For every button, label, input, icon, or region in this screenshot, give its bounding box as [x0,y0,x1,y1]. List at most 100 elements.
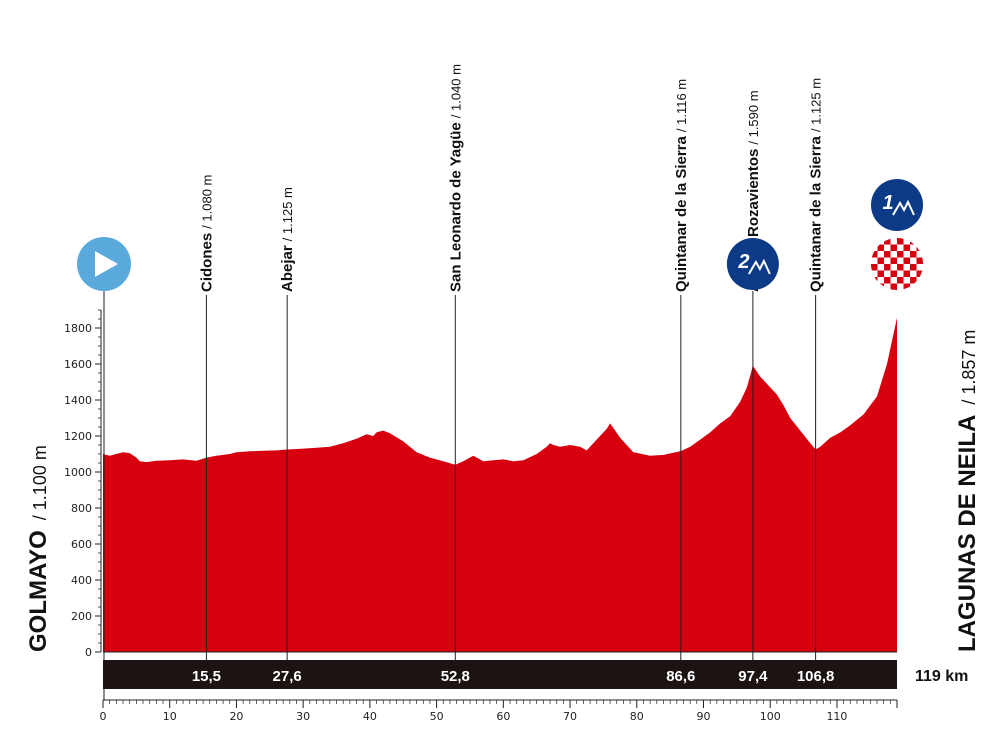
waypoint-label: Quintanar de la Sierra / 1.125 m [808,78,825,292]
flag-cell [903,270,910,277]
waypoint-km-label: 27,6 [273,668,302,685]
y-tick-label: 800 [71,502,92,515]
flag-cell [916,270,923,277]
y-tick-label: 1000 [64,466,92,479]
flag-cell [916,244,923,251]
waypoint-altitude: / 1.590 m [746,90,761,144]
flag-cell [871,251,878,258]
flag-cell [884,251,891,258]
total-distance: 119 km [915,668,968,685]
y-tick-label: 600 [71,538,92,551]
flag-cell [903,283,910,290]
flag-cell [910,264,917,271]
distance-bar-layer: 15,5 27,6 52,8 86,6 97,4 106,8 [103,660,897,689]
finish-town-name: LAGUNAS DE NEILA [954,415,981,652]
climb-category-2-icon: 2 [726,238,779,290]
climb-category-label: 2 [737,251,749,273]
waypoint-name: Abejar [279,245,296,292]
flag-cell [897,251,904,258]
y-tick-label: 200 [71,610,92,623]
flag-cell [877,257,884,264]
x-tick-label: 80 [630,710,644,723]
profile-area-layer [103,317,897,653]
y-tick-label: 1800 [64,322,92,335]
flag-cell [890,257,897,264]
start-town-name: GOLMAYO [25,530,52,652]
waypoint-label: Cidones / 1.080 m [198,175,215,292]
flag-cell [871,238,878,245]
climb-category-1-icon: 1 [871,179,923,231]
y-tick-label: 1600 [64,358,92,371]
waypoint-km-label: 86,6 [666,668,695,685]
flag-cell [903,257,910,264]
waypoint-km-label: 106,8 [797,668,835,685]
x-tick-label: 100 [760,710,781,723]
waypoint-layer: Cidones / 1.080 m Abejar / 1.125 m San Leona… [103,64,923,700]
flag-cell [903,244,910,251]
waypoint-km-label: 52,8 [441,668,470,685]
x-tick-label: 10 [163,710,177,723]
flag-cell [871,277,878,284]
waypoint-altitude: / 1.125 m [809,78,824,132]
waypoint-name: Quintanar de la Sierra [673,135,690,292]
waypoint-km-label: 15,5 [192,668,221,685]
flag-cell [884,277,891,284]
flag-cell [877,270,884,277]
x-tick-label: 20 [229,710,243,723]
flag-cell [897,277,904,284]
y-tick-label: 0 [85,646,92,659]
svg-text:LAGUNAS DE NEILA / 1.857 m: LAGUNAS DE NEILA / 1.857 m [954,330,981,652]
mountain-icon [748,258,771,275]
waypoint-name: Quintanar de la Sierra [808,135,825,292]
x-tick-label: 110 [826,710,847,723]
flag-cell [877,283,884,290]
flag-cell [916,257,923,264]
start-town-altitude: / 1.100 m [30,445,50,520]
climb-badge-circle [726,238,779,290]
waypoint-altitude: / 1.116 m [674,79,689,132]
mountain-icon [892,199,915,216]
flag-cell [890,244,897,251]
x-tick-label: 40 [363,710,377,723]
start-icon [77,237,131,291]
distance-bar [103,660,897,689]
waypoint-label: Quintanar de la Sierra / 1.116 m [673,79,690,292]
x-tick-label: 0 [100,710,107,723]
x-axis: 0 10 20 30 40 50 60 70 80 90 100 110 [100,699,898,723]
flag-cell [871,264,878,271]
waypoint-altitude: / 1.125 m [280,187,295,241]
y-axis: 0 200 400 600 800 1000 1200 1400 1600 1800 [64,309,102,659]
flag-cell [910,277,917,284]
flag-checks [871,238,923,290]
svg-text:GOLMAYO / 1.100 m: GOLMAYO / 1.100 m [25,445,52,652]
x-tick-label: 30 [296,710,310,723]
climb-badge-circle [871,179,923,231]
climb-category-label: 1 [882,192,893,214]
flag-cell [897,238,904,245]
flag-cell [884,238,891,245]
x-tick-label: 90 [697,710,711,723]
flag-cell [916,283,923,290]
y-tick-label: 400 [71,574,92,587]
flag-cell [890,270,897,277]
x-tick-label: 70 [563,710,577,723]
waypoint-altitude: / 1.080 m [199,175,214,229]
waypoint-label: Abejar / 1.125 m [279,187,296,292]
flag-cell [884,264,891,271]
waypoint-km-label: 97,4 [738,668,768,685]
y-tick-label: 1400 [64,394,92,407]
x-tick-label: 50 [430,710,444,723]
x-tick-label: 60 [496,710,510,723]
flag-cell [910,238,917,245]
flag-cell [897,264,904,271]
finish-town-altitude: / 1.857 m [959,330,979,405]
waypoint-altitude: / 1.040 m [448,64,463,118]
flag-cell [877,244,884,251]
y-tick-label: 1200 [64,430,92,443]
flag-cell [910,251,917,258]
waypoint-name: San Leonardo de Yagüe [447,122,464,292]
waypoint-name: Cidones [198,233,215,292]
finish-flag-icon [871,238,923,290]
waypoint-label: San Leonardo de Yagüe / 1.040 m [447,64,464,292]
